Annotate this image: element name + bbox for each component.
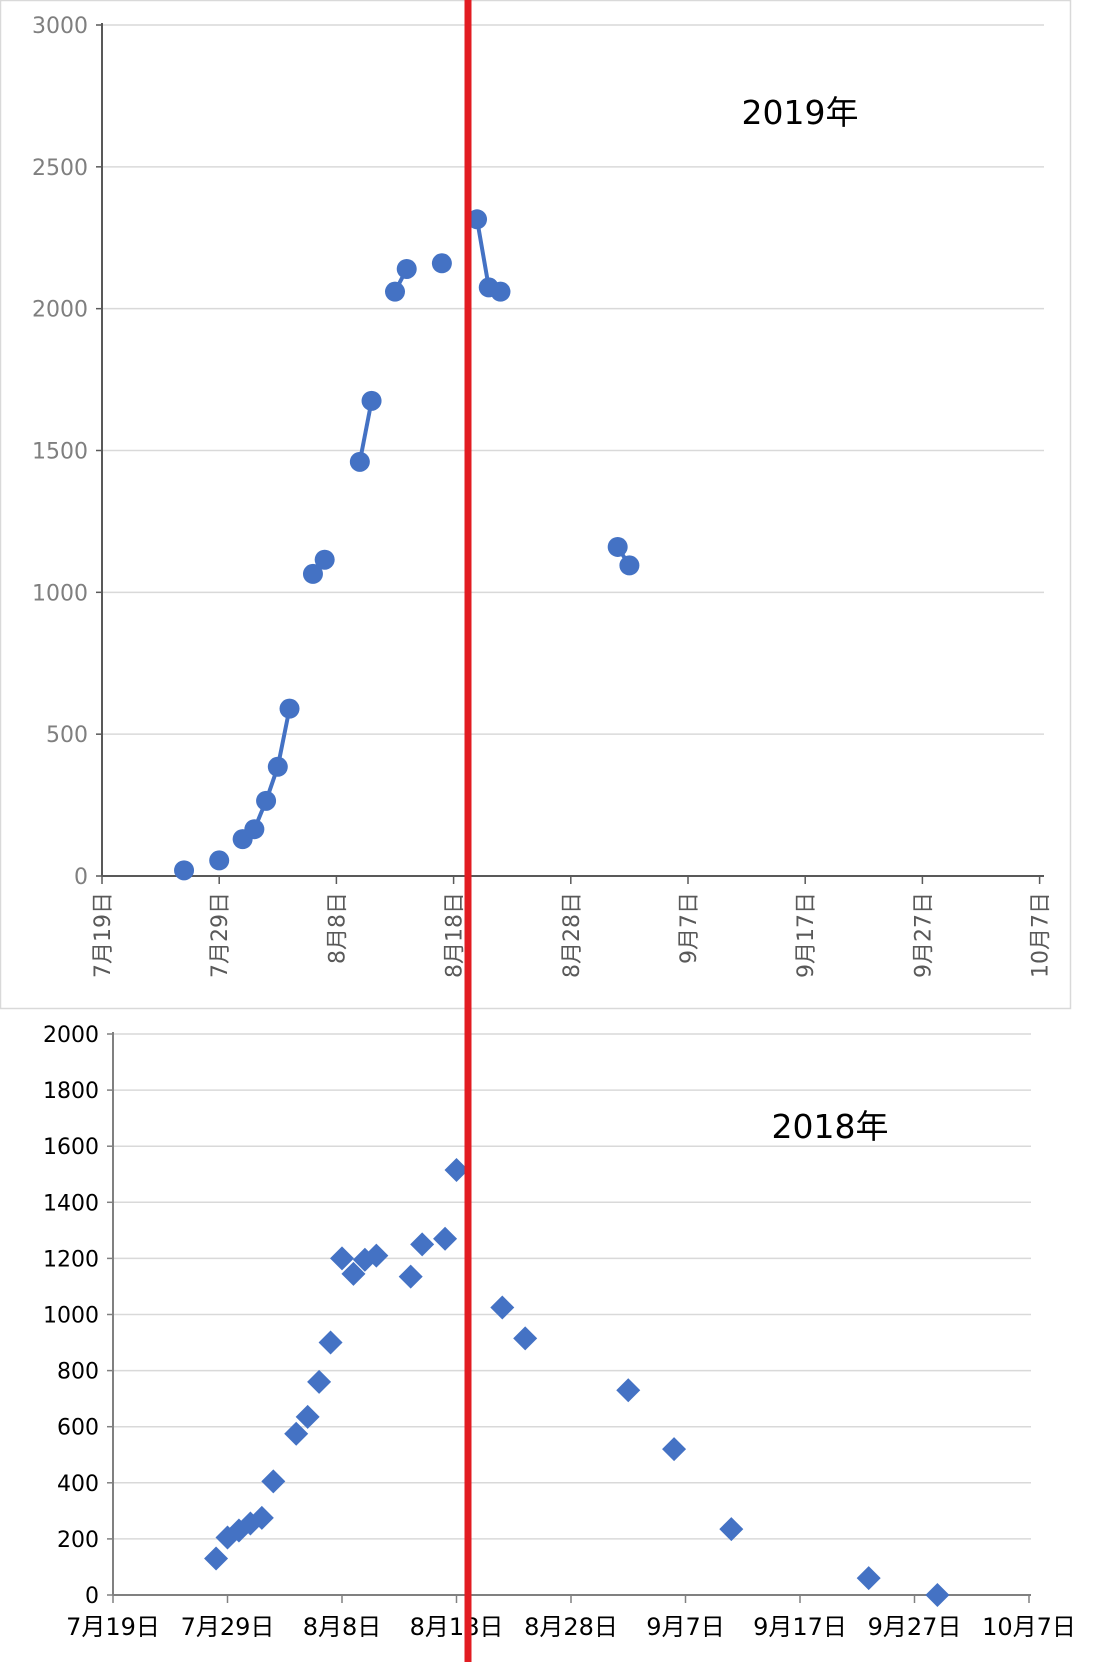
data-point: [209, 850, 230, 871]
data-point: [490, 1295, 515, 1320]
data-point: [444, 1158, 469, 1183]
data-point: [616, 1378, 641, 1403]
y-tick-label: 2500: [32, 156, 88, 181]
y-tick-label: 1500: [32, 440, 88, 465]
data-point: [467, 209, 488, 230]
chart-title: 2019年: [742, 93, 859, 132]
y-tick-label: 800: [57, 1360, 99, 1385]
x-tick-label: 9月17日: [753, 1613, 847, 1641]
data-point: [249, 1505, 274, 1530]
data-point: [204, 1546, 229, 1571]
x-tick-label: 7月29日: [208, 892, 233, 978]
chart-title: 2018年: [772, 1107, 889, 1146]
data-point: [349, 451, 370, 472]
y-tick-label: 2000: [32, 298, 88, 323]
data-point: [431, 253, 452, 274]
y-tick-label: 3000: [32, 14, 88, 39]
data-point: [361, 390, 382, 411]
y-tick-label: 1600: [43, 1135, 99, 1160]
x-tick-label: 8月18日: [443, 892, 468, 978]
y-tick-label: 2000: [43, 1023, 99, 1048]
data-point: [302, 563, 323, 584]
data-point: [284, 1421, 309, 1446]
y-tick-label: 0: [74, 865, 88, 890]
y-tick-label: 1400: [43, 1191, 99, 1216]
data-point: [398, 1264, 423, 1289]
data-point: [410, 1232, 435, 1257]
x-tick-label: 8月8日: [325, 892, 350, 964]
data-point: [396, 258, 417, 279]
x-tick-label: 8月8日: [303, 1613, 382, 1641]
y-tick-label: 200: [57, 1528, 99, 1553]
y-tick-label: 500: [46, 723, 88, 748]
data-point: [256, 790, 277, 811]
data-point: [719, 1517, 744, 1542]
data-point: [364, 1243, 389, 1268]
data-point: [619, 555, 640, 576]
data-point: [174, 860, 195, 881]
data-point: [856, 1566, 881, 1591]
x-tick-label: 8月28日: [524, 1613, 618, 1641]
data-point: [295, 1404, 320, 1429]
data-point: [662, 1437, 687, 1462]
data-point: [314, 549, 335, 570]
y-tick-label: 1800: [43, 1079, 99, 1104]
data-point: [607, 536, 628, 557]
y-tick-label: 400: [57, 1472, 99, 1497]
data-point: [490, 281, 511, 302]
x-tick-label: 9月27日: [911, 892, 936, 978]
chart-2018: 0 200 400 600 800 1000 1200 1400 1600 1800 2000 7月1…: [43, 1023, 1076, 1641]
data-point: [341, 1261, 366, 1286]
chart-2019: 0 500 1000 1500 2000 2500 3000 7月19日 7月29日 8月8日 8月…: [0, 0, 1072, 1010]
y-tick-label: 600: [57, 1416, 99, 1441]
data-point: [307, 1369, 332, 1394]
x-tick-label: 7月19日: [66, 1613, 160, 1641]
x-tick-label: 9月17日: [794, 892, 819, 978]
x-tick-label: 7月19日: [91, 892, 116, 978]
data-point: [385, 281, 405, 302]
x-tick-label: 9月27日: [868, 1613, 962, 1641]
x-tick-label: 9月7日: [677, 892, 702, 964]
data-point: [261, 1469, 286, 1494]
x-tick-label: 8月28日: [560, 892, 585, 978]
data-point: [279, 698, 300, 719]
y-tick-label: 0: [85, 1584, 99, 1609]
x-tick-label: 10月7日: [1029, 892, 1054, 978]
data-point: [925, 1583, 950, 1607]
data-point: [513, 1326, 538, 1351]
data-point: [244, 819, 265, 840]
data-point: [318, 1330, 343, 1355]
x-tick-label: 10月7日: [982, 1613, 1076, 1641]
y-tick-label: 1000: [32, 581, 88, 606]
x-tick-label: 7月29日: [181, 1613, 275, 1641]
y-tick-label: 1200: [43, 1247, 99, 1272]
series-line-segment: [357, 400, 374, 463]
y-tick-label: 1000: [43, 1304, 99, 1329]
x-tick-label: 9月7日: [646, 1613, 725, 1641]
data-point: [267, 756, 288, 777]
chart-frame: [0, 0, 1072, 1010]
data-point: [433, 1226, 458, 1251]
data-point: [330, 1246, 354, 1271]
x-tick-label: 8月18日: [410, 1613, 504, 1641]
